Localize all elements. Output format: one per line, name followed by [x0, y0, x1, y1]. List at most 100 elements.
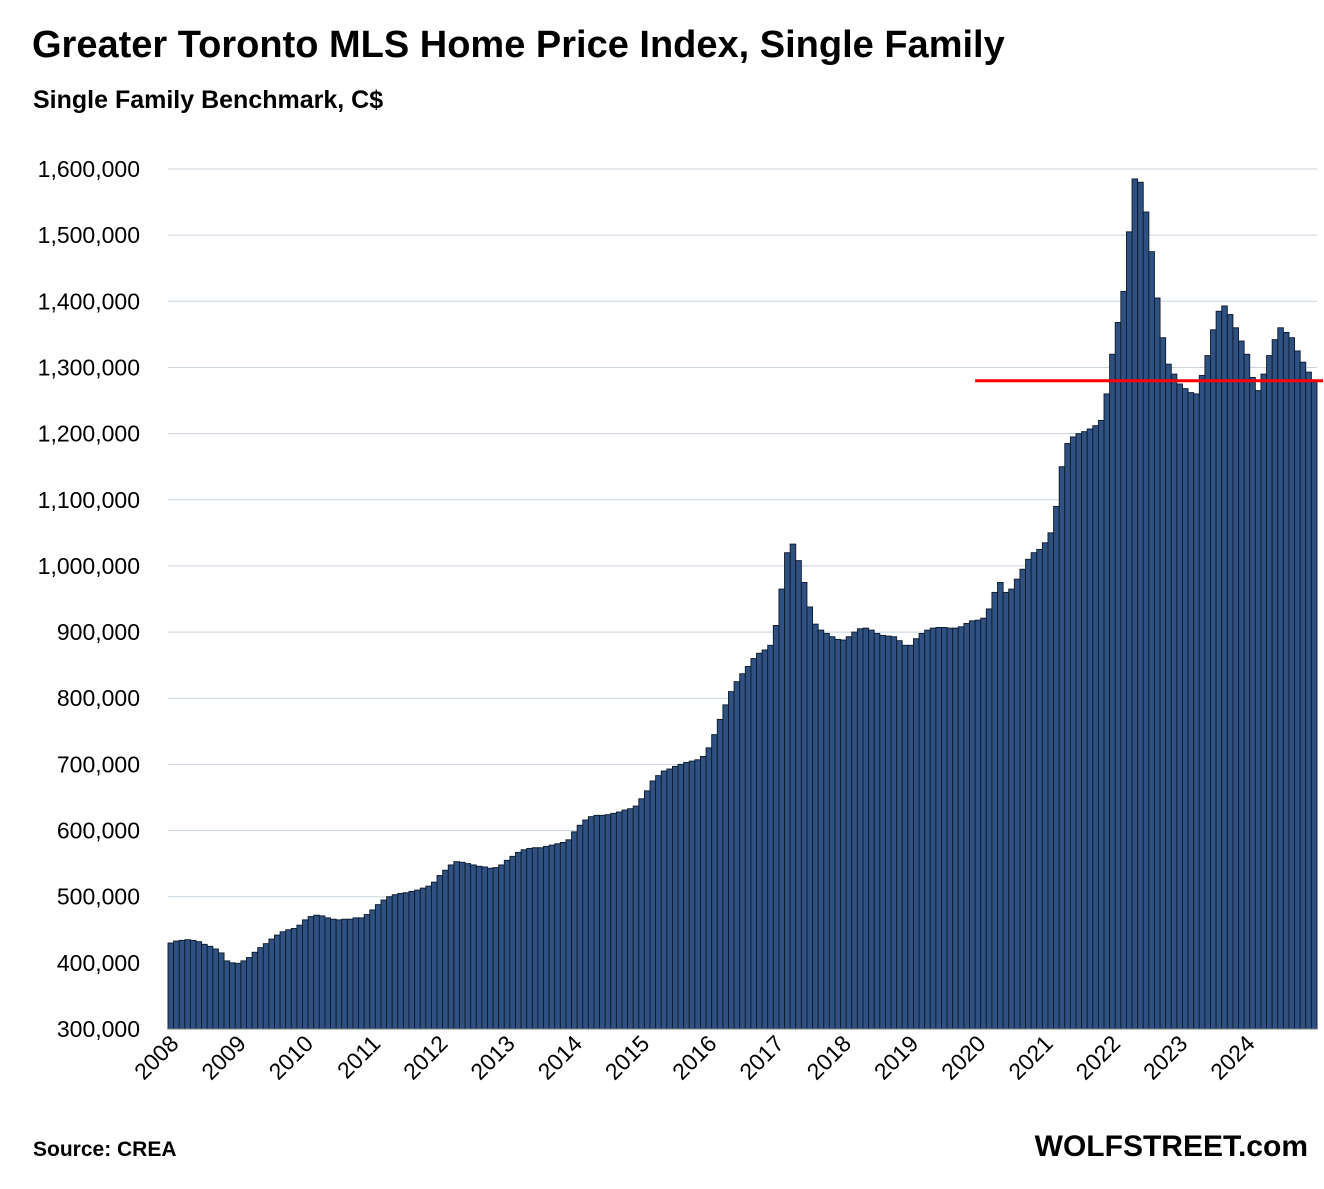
source-note: Source: CREA: [33, 1138, 177, 1161]
bar: [1198, 374, 1206, 1030]
bar: [632, 805, 640, 1030]
bar: [481, 866, 488, 1030]
bar: [896, 640, 903, 1030]
bar: [997, 582, 1004, 1030]
bar: [1215, 310, 1223, 1030]
bar: [711, 734, 718, 1030]
bar: [554, 843, 561, 1030]
bar: [408, 890, 416, 1030]
bar: [402, 892, 410, 1030]
bar: [1025, 558, 1032, 1030]
bar: [475, 865, 483, 1030]
bar: [257, 947, 264, 1030]
bar: [1154, 297, 1161, 1030]
y-tick-label: 1,100,000: [38, 487, 140, 513]
bar: [285, 929, 292, 1030]
chart-subtitle: Single Family Benchmark, C$: [33, 86, 384, 114]
bar: [1142, 211, 1150, 1030]
bar: [957, 626, 965, 1030]
bar: [1097, 419, 1105, 1030]
y-tick-label: 1,500,000: [38, 222, 140, 248]
bar: [655, 775, 662, 1030]
bar: [391, 894, 399, 1030]
bar: [1120, 290, 1127, 1030]
bar: [576, 824, 584, 1030]
bar: [817, 629, 825, 1030]
y-tick-label: 1,200,000: [38, 421, 140, 447]
x-tick-label: 2017: [734, 1030, 789, 1085]
bar: [638, 798, 645, 1030]
bar: [599, 814, 606, 1030]
bar: [503, 859, 511, 1030]
bar: [969, 620, 976, 1030]
y-tick-label: 1,000,000: [38, 553, 140, 579]
bar: [335, 919, 343, 1030]
bar: [806, 606, 814, 1030]
bar: [559, 841, 567, 1030]
bar: [834, 638, 842, 1030]
bar: [1137, 181, 1144, 1030]
bar: [1176, 383, 1183, 1030]
bar: [414, 889, 421, 1030]
bar: [251, 951, 259, 1030]
bar: [262, 943, 270, 1030]
bar: [991, 591, 998, 1030]
bar: [767, 644, 774, 1030]
bar: [963, 623, 970, 1030]
x-tick-label: 2010: [263, 1030, 318, 1085]
bar: [627, 808, 634, 1030]
bar: [688, 760, 696, 1030]
bar: [246, 957, 253, 1030]
bar: [660, 770, 668, 1030]
bar: [924, 629, 931, 1030]
bar: [1041, 542, 1049, 1030]
x-tick-label: 2020: [936, 1030, 991, 1085]
bar: [1092, 425, 1099, 1030]
bar: [313, 914, 320, 1030]
bar: [683, 761, 690, 1030]
bar: [671, 765, 679, 1030]
bar: [498, 864, 505, 1030]
bar: [1310, 380, 1318, 1030]
bar: [425, 885, 432, 1030]
bar: [884, 635, 892, 1030]
bar: [750, 658, 757, 1030]
bar: [318, 915, 326, 1030]
bar: [845, 636, 853, 1030]
bar: [733, 681, 741, 1030]
x-tick-label: 2023: [1138, 1030, 1193, 1085]
x-tick-label: 2014: [533, 1030, 588, 1085]
bar: [1221, 305, 1228, 1030]
bar: [453, 861, 460, 1030]
bar: [1204, 355, 1211, 1030]
bar: [1260, 373, 1268, 1030]
bar: [587, 816, 595, 1030]
x-tick-label: 2016: [667, 1030, 722, 1085]
bar: [487, 867, 494, 1030]
bar: [1238, 340, 1245, 1030]
bar: [907, 644, 914, 1030]
bar: [1159, 337, 1167, 1030]
bar: [1254, 390, 1262, 1030]
bar: [296, 924, 303, 1030]
bar: [649, 780, 657, 1030]
bar: [1226, 314, 1234, 1030]
y-tick-label: 400,000: [57, 950, 140, 976]
bar: [537, 847, 544, 1030]
bar: [1243, 353, 1251, 1030]
brand-logo-text: WOLFSTREET.com: [1034, 1130, 1308, 1163]
bar: [1148, 251, 1155, 1030]
bar: [1075, 433, 1083, 1030]
bar: [772, 625, 780, 1030]
bar: [363, 914, 371, 1030]
bar: [952, 627, 959, 1030]
bar: [722, 704, 729, 1030]
bar: [1131, 178, 1139, 1030]
bar: [716, 718, 724, 1030]
bar: [509, 855, 516, 1030]
bar: [178, 939, 186, 1030]
bar: [873, 632, 881, 1030]
bar: [492, 867, 500, 1030]
bar: [1058, 466, 1066, 1030]
